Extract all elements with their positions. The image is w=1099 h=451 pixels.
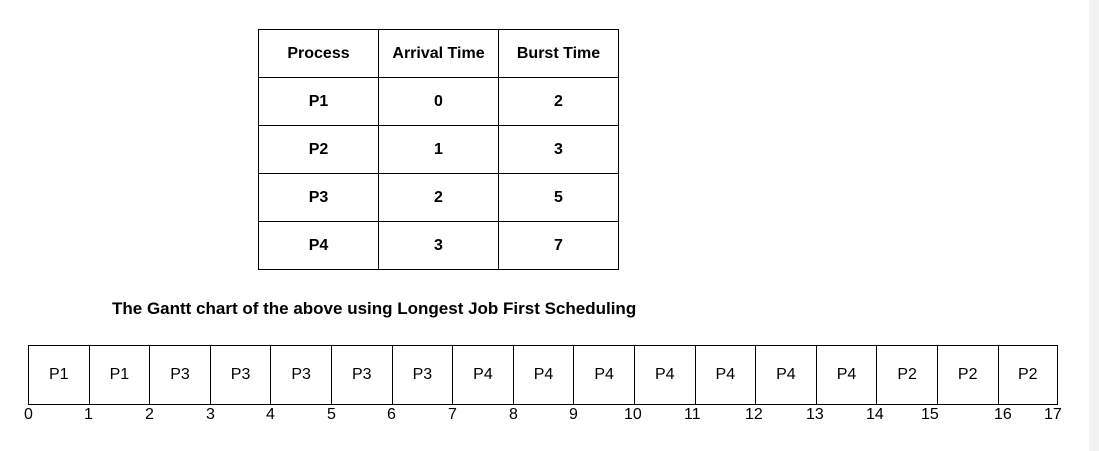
- time-tick-label: 15: [921, 406, 939, 423]
- gantt-cell: P3: [209, 345, 271, 405]
- time-tick-label: 0: [24, 406, 33, 423]
- gantt-cell: P2: [997, 345, 1059, 405]
- gantt-cell: P1: [88, 345, 150, 405]
- time-tick-label: 4: [266, 406, 275, 423]
- table-row: P1 0 2: [258, 77, 619, 126]
- time-tick-label: 9: [569, 406, 578, 423]
- cell-burst: 5: [498, 173, 619, 222]
- header-process: Process: [258, 29, 379, 78]
- gantt-cell: P4: [694, 345, 756, 405]
- gantt-cell: P3: [270, 345, 331, 405]
- cell-process: P4: [258, 221, 379, 270]
- time-tick-label: 6: [387, 406, 396, 423]
- cell-arrival: 0: [378, 77, 499, 126]
- table-row: P4 3 7: [258, 221, 619, 270]
- gantt-cell: P4: [452, 345, 513, 405]
- cell-burst: 3: [498, 125, 619, 174]
- gantt-cell: P4: [815, 345, 877, 405]
- gantt-cell: P4: [512, 345, 574, 405]
- time-tick-label: 10: [624, 406, 642, 423]
- table-row: P3 2 5: [258, 173, 619, 222]
- cell-arrival: 3: [378, 221, 499, 270]
- gantt-cell: P2: [876, 345, 937, 405]
- time-tick-label: 14: [866, 406, 884, 423]
- gantt-cell: P4: [633, 345, 695, 405]
- gantt-cell: P3: [391, 345, 453, 405]
- gantt-cell: P3: [149, 345, 210, 405]
- gantt-cell: P4: [755, 345, 816, 405]
- cell-process: P3: [258, 173, 379, 222]
- time-tick-label: 17: [1044, 406, 1062, 423]
- time-tick-label: 11: [684, 406, 701, 423]
- time-tick-label: 3: [206, 406, 215, 423]
- time-tick-label: 8: [509, 406, 518, 423]
- gantt-cell: P2: [936, 345, 998, 405]
- header-arrival-time: Arrival Time: [378, 29, 499, 78]
- gantt-time-axis: 0 1 2 3 4 5 6 7 8 9 10 11 12 13 14 15 16 17: [0, 406, 1099, 428]
- time-tick-label: 16: [994, 406, 1012, 423]
- time-tick-label: 2: [145, 406, 154, 423]
- table-row: P2 1 3: [258, 125, 619, 174]
- gantt-title: The Gantt chart of the above using Longe…: [112, 299, 637, 318]
- time-tick-label: 12: [745, 406, 763, 423]
- process-table: Process Arrival Time Burst Time P1 0 2 P…: [258, 29, 619, 270]
- time-tick-label: 5: [327, 406, 336, 423]
- cell-process: P1: [258, 77, 379, 126]
- table-header-row: Process Arrival Time Burst Time: [258, 29, 619, 78]
- time-tick-label: 1: [84, 406, 93, 423]
- cell-process: P2: [258, 125, 379, 174]
- time-tick-label: 13: [806, 406, 824, 423]
- cell-arrival: 1: [378, 125, 499, 174]
- time-tick-label: 7: [448, 406, 457, 423]
- right-scroll-strip: [1089, 0, 1099, 451]
- gantt-cell: P1: [28, 345, 89, 405]
- cell-arrival: 2: [378, 173, 499, 222]
- gantt-cell: P3: [330, 345, 392, 405]
- gantt-cell: P4: [573, 345, 634, 405]
- cell-burst: 2: [498, 77, 619, 126]
- gantt-chart: P1 P1 P3 P3 P3 P3 P3 P4 P4 P4 P4 P4 P4 P4 P2 P2 P2: [28, 345, 1059, 405]
- cell-burst: 7: [498, 221, 619, 270]
- header-burst-time: Burst Time: [498, 29, 619, 78]
